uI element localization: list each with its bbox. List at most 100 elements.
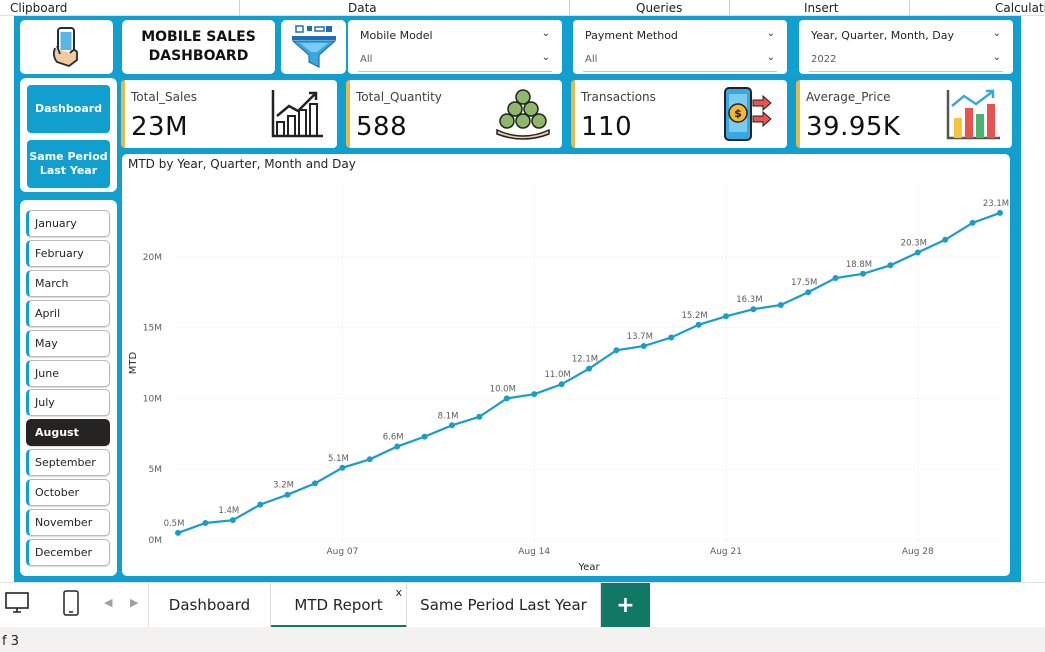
close-icon[interactable]: x xyxy=(395,586,402,599)
data-label: 11.0M xyxy=(544,370,570,380)
kpi-card-total-sales: Total_Sales 23M xyxy=(121,80,337,148)
x-tick-label: Aug 14 xyxy=(518,547,550,557)
tab-dashboard[interactable]: Dashboard xyxy=(149,583,271,628)
data-point xyxy=(997,209,1003,216)
data-point xyxy=(777,301,784,308)
data-label: 18.8M xyxy=(846,260,872,270)
mobile-model-slicer[interactable]: Mobile Model ⌄ All ⌄ xyxy=(348,20,562,74)
same-period-last-year-button[interactable]: Same Period Last Year xyxy=(27,140,110,188)
data-label: 13.7M xyxy=(627,332,653,342)
navigation-panel: Dashboard Same Period Last Year xyxy=(20,78,117,192)
month-button-november[interactable]: November xyxy=(26,509,110,536)
data-point xyxy=(312,480,318,487)
month-button-july[interactable]: July xyxy=(26,389,110,417)
kpi-value: 23M xyxy=(131,112,189,142)
data-label: 10.0M xyxy=(490,384,516,394)
data-point xyxy=(914,249,921,256)
add-page-button[interactable]: + xyxy=(601,583,650,628)
data-point xyxy=(558,381,565,388)
kpi-card-total-quantity: Total_Quantity 588 xyxy=(346,80,562,148)
mobile-payment-icon: $ xyxy=(724,87,772,141)
filter-funnel-icon xyxy=(290,25,337,68)
report-canvas: MOBILE SALES DASHBOARD Mobile Model ⌄ Al… xyxy=(14,16,1021,582)
data-point xyxy=(942,236,949,243)
bar-chart-icon xyxy=(946,89,1000,140)
slicer-value[interactable]: 2022 xyxy=(811,54,837,65)
chevron-down-icon[interactable]: ⌄ xyxy=(541,52,550,63)
data-point xyxy=(394,443,401,450)
data-point xyxy=(503,395,510,402)
slicer-underline xyxy=(358,71,552,72)
mtd-series-line xyxy=(177,211,1001,534)
x-tick-label: Aug 28 xyxy=(902,547,934,557)
data-point xyxy=(257,501,264,508)
month-button-september[interactable]: September xyxy=(26,449,110,477)
date-hierarchy-slicer[interactable]: Year, Quarter, Month, Day ⌄ 2022 ⌄ xyxy=(799,20,1013,74)
month-slicer: January February March April May June July Augu… xyxy=(20,200,117,576)
data-point xyxy=(887,262,894,269)
y-tick-label: 0M xyxy=(149,536,163,546)
chevron-down-icon[interactable]: ⌄ xyxy=(541,28,550,39)
data-label: 3.2M xyxy=(273,481,294,491)
chevron-down-icon[interactable]: ⌄ xyxy=(992,52,1001,63)
month-button-june[interactable]: June xyxy=(26,359,110,387)
month-button-march[interactable]: March xyxy=(26,269,110,297)
kpi-label: Total_Sales xyxy=(131,90,197,104)
ribbon-group-calculation[interactable]: Calculatio xyxy=(910,0,1045,16)
slicer-value[interactable]: All xyxy=(360,54,373,65)
tab-label: Dashboard xyxy=(168,596,251,614)
scroll-left-icon[interactable]: ◀ xyxy=(104,596,113,609)
ribbon-group-label: Data xyxy=(348,1,377,15)
month-button-february[interactable]: February xyxy=(26,239,110,267)
page-title: MOBILE SALES DASHBOARD xyxy=(141,29,256,64)
tab-same-period-last-year[interactable]: Same Period Last Year xyxy=(407,583,601,628)
data-point xyxy=(832,275,839,282)
status-bar: f 3 xyxy=(0,627,1045,652)
slicer-value[interactable]: All xyxy=(585,54,598,65)
data-label: 23.1M xyxy=(983,199,1009,209)
kpi-value: 588 xyxy=(356,112,408,142)
scroll-right-icon[interactable]: ▶ xyxy=(130,596,139,609)
chevron-down-icon[interactable]: ⌄ xyxy=(766,28,775,39)
payment-method-slicer[interactable]: Payment Method ⌄ All ⌄ xyxy=(573,20,787,74)
ribbon-group-label: Insert xyxy=(804,1,839,15)
kpi-value: 39.95K xyxy=(806,112,901,142)
data-point xyxy=(613,347,620,354)
month-button-january[interactable]: January xyxy=(26,210,110,237)
kpi-card-transactions: Transactions 110 $ xyxy=(571,80,787,148)
chevron-down-icon[interactable]: ⌄ xyxy=(992,28,1001,39)
month-button-august[interactable]: August xyxy=(26,419,110,447)
data-point xyxy=(366,456,373,463)
svg-text:$: $ xyxy=(734,107,742,120)
desktop-view-icon[interactable] xyxy=(4,591,30,615)
tab-mtd-report[interactable]: MTD Report x xyxy=(271,583,407,628)
data-point xyxy=(969,219,976,226)
data-point xyxy=(860,270,866,277)
dashboard-nav-button[interactable]: Dashboard xyxy=(27,85,110,133)
chevron-down-icon[interactable]: ⌄ xyxy=(766,52,775,63)
data-point xyxy=(449,422,455,429)
month-button-april[interactable]: April xyxy=(26,299,110,327)
month-button-october[interactable]: October xyxy=(26,479,110,507)
x-tick-label: Aug 21 xyxy=(710,547,742,557)
chart-title: MTD by Year, Quarter, Month and Day xyxy=(128,157,356,171)
data-point xyxy=(586,365,592,372)
month-button-december[interactable]: December xyxy=(26,538,110,566)
mobile-view-icon[interactable] xyxy=(62,589,80,617)
data-point xyxy=(421,433,428,440)
data-label: 20.3M xyxy=(901,239,927,249)
ribbon-group-clipboard[interactable]: Clipboard xyxy=(0,0,240,16)
data-point xyxy=(723,313,729,320)
y-tick-label: 10M xyxy=(143,394,162,404)
ribbon-group-label: Queries xyxy=(636,1,683,15)
mtd-line-chart[interactable]: MTD by Year, Quarter, Month and Day 0M 5M… xyxy=(122,154,1010,576)
ribbon-group-queries[interactable]: Queries xyxy=(570,0,730,16)
slicer-label: Mobile Model xyxy=(360,29,433,42)
data-point xyxy=(229,517,236,524)
month-button-may[interactable]: May xyxy=(26,329,110,357)
ribbon-group-insert[interactable]: Insert xyxy=(730,0,910,16)
ribbon-group-data[interactable]: Data xyxy=(240,0,570,16)
kpi-label: Average_Price xyxy=(806,90,891,104)
coin-stack-hand-icon xyxy=(496,89,550,140)
slicer-label: Year, Quarter, Month, Day xyxy=(811,29,954,42)
